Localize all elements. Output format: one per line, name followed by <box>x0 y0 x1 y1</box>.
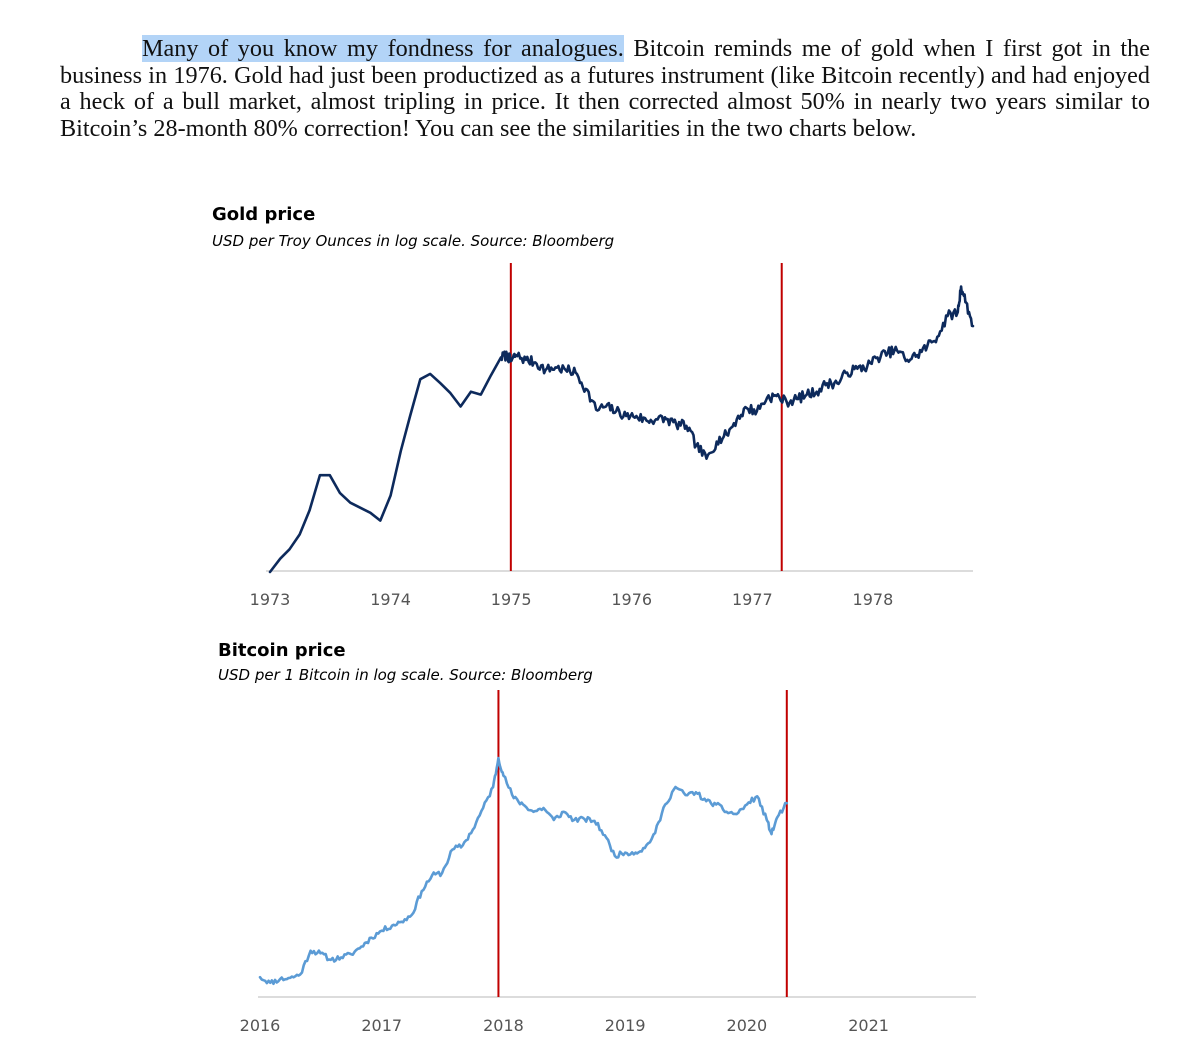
gold-x-ticks: 1973 1974 1975 1976 1977 1978 <box>250 590 894 609</box>
bitcoin-price-line <box>258 756 789 986</box>
gold-chart-subtitle: USD per Troy Ounces in log scale. Source… <box>212 232 615 250</box>
gold-tick-label-1974: 1974 <box>370 590 411 609</box>
bitcoin-tick-label-2021: 2021 <box>848 1016 889 1035</box>
gold-markers <box>509 263 783 571</box>
body-paragraph: Many of you know my fondness for analogu… <box>60 35 1150 142</box>
bitcoin-tick-label-2019: 2019 <box>605 1016 646 1035</box>
gold-tick-label-1976: 1976 <box>611 590 652 609</box>
bitcoin-tick-label-2018: 2018 <box>483 1016 524 1035</box>
bitcoin-x-ticks: 2016 2017 2018 2019 2020 2021 <box>240 1016 889 1035</box>
gold-tick-label-1977: 1977 <box>732 590 773 609</box>
bitcoin-markers <box>497 690 788 997</box>
paragraph-text: Bitcoin reminds me of gold when I first … <box>60 35 1150 142</box>
gold-tick-label-1978: 1978 <box>853 590 894 609</box>
bitcoin-tick-label-2017: 2017 <box>361 1016 402 1035</box>
bitcoin-chart-title: Bitcoin price <box>218 640 346 661</box>
bitcoin-chart-subtitle: USD per 1 Bitcoin in log scale. Source: … <box>218 666 593 684</box>
gold-chart-title: Gold price <box>212 204 316 225</box>
gold-series <box>268 285 975 574</box>
gold-tick-label-1973: 1973 <box>250 590 291 609</box>
bitcoin-series <box>258 756 789 986</box>
gold-price-line <box>268 285 975 574</box>
bitcoin-tick-label-2020: 2020 <box>727 1016 768 1035</box>
gold-chart: 1973 1974 1975 1976 1977 1978 <box>250 263 975 609</box>
bitcoin-tick-label-2016: 2016 <box>240 1016 281 1035</box>
gold-tick-label-1975: 1975 <box>491 590 532 609</box>
highlighted-text: Many of you know my fondness for analogu… <box>142 35 624 62</box>
